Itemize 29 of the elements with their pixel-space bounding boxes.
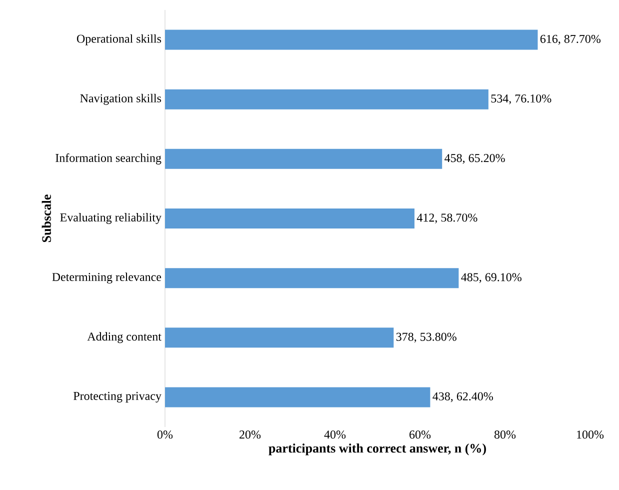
bar bbox=[165, 328, 394, 348]
x-tick-label: 20% bbox=[240, 430, 261, 439]
y-tick-label: Operational skills bbox=[76, 34, 162, 46]
x-tick-label: 100% bbox=[577, 430, 604, 439]
data-label: 378, 53.80% bbox=[396, 332, 456, 343]
y-tick-label: Evaluating reliability bbox=[60, 213, 162, 224]
x-tick-label: 40% bbox=[324, 430, 346, 439]
y-tick-label: Navigation skills bbox=[80, 94, 162, 105]
bar bbox=[165, 30, 538, 50]
y-tick-label: Information searching bbox=[56, 153, 162, 164]
y-tick-label: Adding content bbox=[87, 332, 162, 344]
data-label: 458, 65.20% bbox=[444, 154, 505, 164]
y-tick-label: Determining relevance bbox=[52, 272, 162, 284]
x-tick-label: 0% bbox=[157, 430, 173, 439]
bar bbox=[165, 148, 442, 169]
bar bbox=[165, 268, 459, 288]
data-label: 412, 58.70% bbox=[416, 214, 478, 224]
bar bbox=[165, 89, 488, 110]
bar bbox=[165, 387, 430, 408]
x-tick-label: 60% bbox=[410, 430, 431, 439]
data-label: 438, 62.40% bbox=[432, 392, 493, 402]
data-label: 485, 69.10% bbox=[461, 273, 522, 283]
bar bbox=[165, 208, 414, 228]
x-tick-label: 80% bbox=[494, 430, 516, 439]
y-tick-label: Protecting privacy bbox=[74, 392, 162, 402]
x-axis-title: participants with correct answer, n (%) bbox=[268, 444, 486, 456]
data-label: 534, 76.10% bbox=[491, 94, 552, 104]
data-label: 616, 87.70% bbox=[540, 34, 600, 45]
y-axis-title: Subscale bbox=[42, 194, 51, 242]
